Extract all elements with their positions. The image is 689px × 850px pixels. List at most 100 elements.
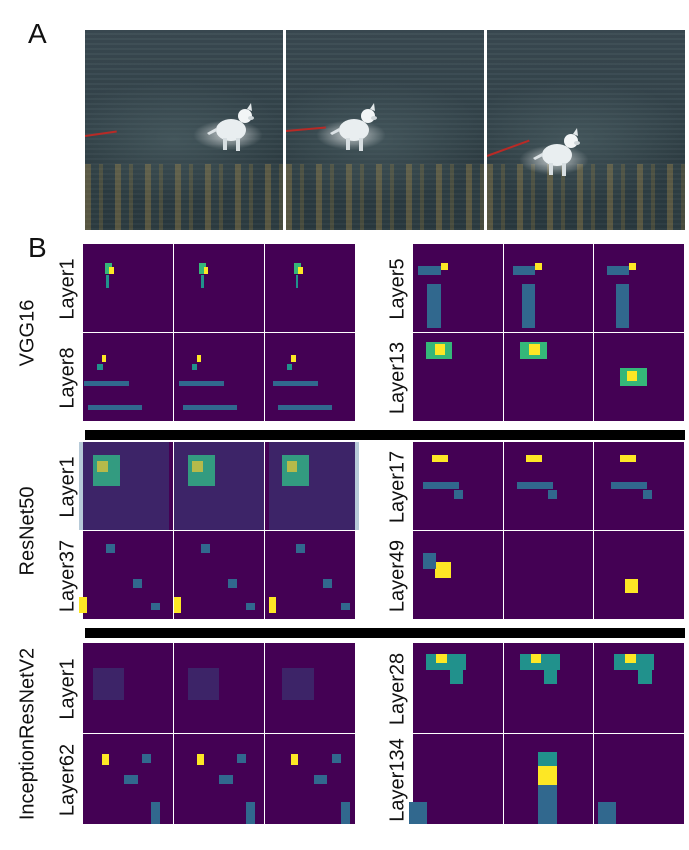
activation-spot <box>535 263 543 271</box>
feature-map <box>413 244 503 332</box>
activation-spot <box>295 544 305 553</box>
activation-spot <box>106 544 116 553</box>
activation-spot <box>340 801 350 824</box>
activation-spot <box>291 355 296 363</box>
activation-spot <box>273 381 319 386</box>
activation-spot <box>629 263 637 271</box>
feature-map <box>409 734 503 824</box>
layer-label: Layer5 <box>386 257 409 320</box>
feature-map <box>594 442 684 530</box>
activation-spot <box>286 363 292 370</box>
layer-label: Layer62 <box>56 743 79 816</box>
activation-spot <box>151 603 161 611</box>
feature-map <box>265 531 355 619</box>
activation-spot <box>548 490 558 500</box>
dog-figure <box>330 103 377 151</box>
activation-spot <box>440 263 448 271</box>
feature-map <box>83 333 173 421</box>
activation-spot <box>331 753 341 763</box>
activation-spot <box>174 442 264 530</box>
layer-label: Layer134 <box>386 737 409 822</box>
feature-map <box>265 333 355 421</box>
activation-spot <box>268 597 276 613</box>
activation-spot <box>97 461 109 472</box>
feature-map <box>413 643 503 733</box>
activation-spot <box>620 455 637 463</box>
activation-spot <box>626 370 638 382</box>
activation-spot <box>109 266 114 274</box>
activation-spot <box>615 283 630 328</box>
feature-map <box>174 734 264 824</box>
activation-spot <box>246 603 255 611</box>
model-label-2: InceptionResNetV2 <box>16 647 39 821</box>
activation-spot <box>454 490 464 500</box>
dog-photo-2 <box>286 30 484 230</box>
activation-spot <box>340 603 350 611</box>
activation-spot <box>203 266 209 274</box>
feature-map <box>503 643 594 733</box>
activation-spot <box>642 490 652 500</box>
activation-spot <box>192 363 198 370</box>
activation-spot <box>201 544 210 553</box>
feature-map <box>503 442 594 530</box>
activation-spot <box>199 263 207 274</box>
activation-spot <box>624 579 639 593</box>
activation-spot <box>79 442 170 530</box>
activation-spot <box>174 597 182 613</box>
activation-spot <box>449 670 464 684</box>
activation-spot <box>606 266 630 275</box>
layer-label: Layer13 <box>386 341 409 414</box>
model-label-1: ResNet50 <box>16 486 39 576</box>
activation-spot <box>427 283 441 328</box>
activation-spot <box>178 381 224 386</box>
activation-spot <box>101 753 110 765</box>
feature-map <box>79 531 173 619</box>
layer-label: Layer1 <box>56 455 79 518</box>
activation-spot <box>277 405 332 410</box>
feature-map <box>594 244 684 332</box>
activation-spot <box>196 355 201 363</box>
activation-spot <box>124 774 138 784</box>
activation-spot <box>422 553 437 569</box>
feature-map <box>503 244 594 332</box>
feature-map <box>265 442 359 530</box>
activation-spot <box>79 597 87 613</box>
activation-spot <box>624 653 636 663</box>
activation-spot <box>512 266 536 275</box>
activation-spot <box>88 405 143 410</box>
activation-spot <box>246 801 255 824</box>
activation-spot <box>196 753 204 765</box>
activation-spot <box>537 765 558 786</box>
feature-map <box>83 244 173 332</box>
feature-map <box>413 531 503 619</box>
activation-spot <box>528 344 540 355</box>
dog-figure <box>207 103 254 151</box>
activation-spot <box>517 481 553 489</box>
activation-spot <box>237 753 246 763</box>
feature-map <box>503 333 594 421</box>
activation-spot <box>298 266 303 274</box>
activation-spot <box>106 274 110 288</box>
model-label-0: VGG16 <box>16 299 39 367</box>
activation-spot <box>638 670 652 684</box>
feature-map <box>265 244 355 332</box>
dog-photo-3 <box>487 30 685 230</box>
activation-spot <box>192 461 203 472</box>
layer-label: Layer37 <box>56 539 79 612</box>
activation-spot <box>268 442 359 530</box>
feature-map <box>83 643 173 733</box>
activation-spot <box>187 668 219 700</box>
feature-map <box>594 734 684 824</box>
feature-map <box>79 442 173 530</box>
feature-map <box>503 734 594 824</box>
layer-label: Layer1 <box>56 657 79 720</box>
activation-spot <box>133 579 143 589</box>
activation-spot <box>286 461 298 472</box>
activation-spot <box>104 263 112 274</box>
feature-map <box>413 333 503 421</box>
feature-map <box>265 734 355 824</box>
layer-label: Layer49 <box>386 539 409 612</box>
activation-spot <box>418 266 441 275</box>
dog-photo-1 <box>85 30 283 230</box>
feature-map <box>594 333 684 421</box>
